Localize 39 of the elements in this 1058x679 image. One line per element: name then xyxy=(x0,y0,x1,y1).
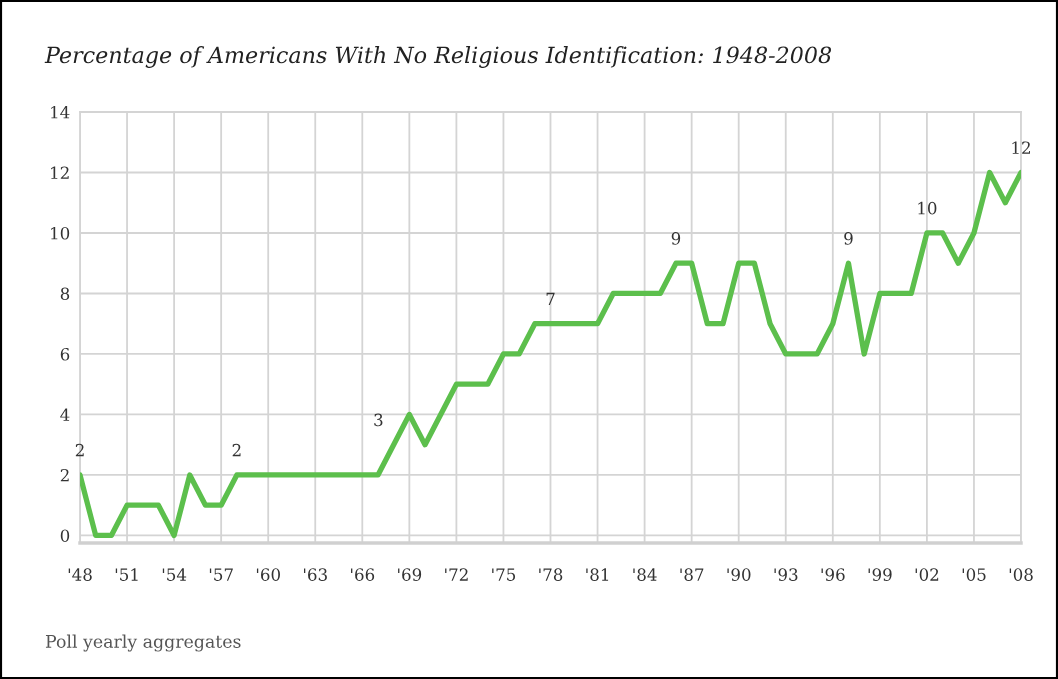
x-tick-label: '72 xyxy=(445,568,468,581)
data-label: 12 xyxy=(1012,141,1030,154)
chart-title: Percentage of Americans With No Religious Identification: 1948-2008 xyxy=(44,46,832,68)
data-label: 3 xyxy=(374,413,383,427)
x-tick-label: '51 xyxy=(115,568,138,581)
y-tick-label: 10 xyxy=(51,226,70,240)
x-tick-label: '84 xyxy=(633,568,657,581)
data-label: 10 xyxy=(918,201,937,215)
text: Poll yearly aggregates xyxy=(45,634,241,652)
x-tick-label: '81 xyxy=(586,568,609,581)
x-tick-label: '08 xyxy=(1009,568,1033,581)
y-tick-label: 4 xyxy=(60,408,70,421)
data-label: 2 xyxy=(232,443,241,457)
y-tick-label: 12 xyxy=(51,166,69,179)
x-tick-label: '57 xyxy=(209,568,233,581)
x-tick-label: '96 xyxy=(821,568,845,581)
data-label: 2 xyxy=(75,443,84,457)
x-tick-label: '63 xyxy=(303,568,327,581)
x-tick-label: '78 xyxy=(539,568,563,581)
x-tick-label: '93 xyxy=(774,568,798,581)
x-tick-label: '05 xyxy=(962,568,986,581)
x-tick-label: '90 xyxy=(727,568,751,581)
x-tick-label: '75 xyxy=(492,568,516,581)
x-tick-label: '02 xyxy=(915,568,939,581)
x-tick-label: '66 xyxy=(351,568,375,581)
y-tick-label: 8 xyxy=(60,287,70,301)
x-tick-label: '87 xyxy=(680,568,704,581)
data-label: 7 xyxy=(546,292,555,305)
x-tick-label: '69 xyxy=(398,568,422,581)
x-tick-label: '99 xyxy=(868,568,892,581)
y-tick-label: 0 xyxy=(60,529,70,543)
x-tick-label: '54 xyxy=(162,568,187,581)
y-tick-label: 14 xyxy=(51,105,70,119)
data-label: 9 xyxy=(844,232,853,245)
y-tick-label: 6 xyxy=(60,347,70,361)
data-label: 9 xyxy=(671,232,681,245)
y-tick-label: 2 xyxy=(60,468,69,482)
x-tick-label: '60 xyxy=(256,568,280,581)
x-tick-label: '48 xyxy=(68,568,92,581)
